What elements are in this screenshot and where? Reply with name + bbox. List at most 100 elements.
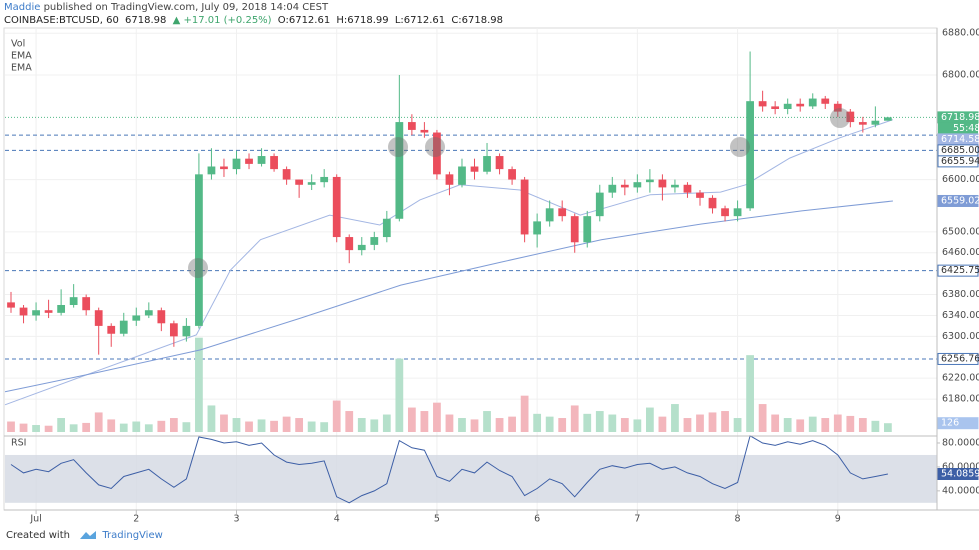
volume-bar: [382, 414, 391, 432]
candle-body: [82, 297, 91, 311]
volume-bar: [783, 418, 792, 432]
volume-bar: [683, 418, 692, 432]
price-label-box: [937, 417, 979, 430]
chart: 6880.006800.006600.006500.006460.006380.…: [3, 27, 979, 525]
ohlc: L:6712.61: [394, 15, 446, 26]
candle-body: [57, 304, 66, 313]
candle-body: [69, 297, 78, 305]
candle-body: [157, 310, 166, 324]
rsi-line: [10, 435, 888, 504]
candle-body: [771, 106, 780, 110]
volume-bar: [207, 405, 216, 432]
candle-body: [570, 216, 579, 243]
rsi-band: [5, 454, 937, 503]
volume-bar: [445, 414, 454, 432]
x-tick-label: 5: [434, 514, 440, 525]
volume-bar: [282, 416, 291, 432]
candle-body: [495, 156, 504, 170]
volume-bar: [470, 419, 479, 432]
candle-body: [420, 129, 429, 133]
candle-body: [107, 325, 116, 334]
candle-body: [282, 169, 291, 180]
y-tick-label: 6220.00: [942, 373, 979, 384]
candle-body: [433, 132, 441, 175]
author[interactable]: Maddie: [4, 2, 41, 13]
volume-bar: [884, 423, 892, 432]
volume-bar: [44, 425, 53, 432]
volume-bar: [270, 420, 278, 432]
y-tick-label: 6460.00: [942, 247, 979, 258]
marker: [388, 137, 408, 157]
candle-body: [696, 192, 704, 198]
x-tick-label: 2: [133, 514, 139, 525]
candle-body: [470, 166, 479, 172]
y-tick-label: 6600.00: [942, 174, 979, 185]
volume-bar: [157, 420, 166, 432]
candle-body: [708, 197, 717, 209]
volume-bar: [871, 420, 880, 432]
volume-bar: [220, 414, 228, 432]
last-price: 6718.98: [125, 15, 167, 26]
volume-bar: [608, 414, 617, 432]
x-tick-label: 9: [835, 514, 841, 525]
marker: [188, 258, 208, 278]
candle-body: [445, 174, 454, 185]
pane-title: RSI: [11, 438, 26, 449]
price-label: 6685.00: [941, 145, 979, 156]
price-label-box: [937, 194, 979, 207]
volume-bar: [357, 418, 366, 432]
volume-bar: [570, 405, 579, 432]
price-label: 6559.02: [941, 195, 979, 206]
candle-body: [746, 101, 754, 209]
volume-bar: [808, 416, 817, 432]
ohlc: C:6718.98: [451, 15, 504, 26]
candle-body: [207, 166, 216, 175]
price-label: 6718.98: [941, 112, 979, 123]
ohlc: O:6712.61: [277, 15, 331, 26]
volume-bar: [69, 424, 78, 432]
publish-line: Maddie published on TradingView.com, Jul…: [4, 2, 331, 13]
candle-body: [357, 244, 366, 251]
y-tick-label: 80.0000: [942, 437, 979, 448]
volume-bar: [633, 419, 642, 432]
candle-body: [407, 122, 416, 130]
candle-body: [508, 169, 516, 180]
y-tick-label: 6380.00: [942, 289, 979, 300]
y-tick-label: 6180.00: [942, 394, 979, 405]
x-tick-label: Jul: [29, 514, 41, 525]
volume-bar: [595, 411, 604, 432]
x-tick-label: 7: [634, 514, 640, 525]
volume-bar: [32, 425, 40, 432]
volume-bar: [94, 412, 103, 432]
price-label: 6714.58: [941, 134, 979, 145]
volume-bar: [708, 412, 717, 432]
volume-bar: [721, 411, 729, 432]
candle-body: [733, 208, 742, 217]
candle-body: [257, 156, 266, 164]
candle-body: [169, 323, 178, 337]
volume-bar: [833, 414, 842, 432]
brand[interactable]: TradingView: [102, 530, 163, 541]
candle-body: [32, 310, 40, 316]
volume-bar: [420, 411, 429, 432]
volume-bar: [758, 404, 767, 432]
candle-body: [195, 174, 203, 326]
candle-body: [245, 158, 253, 164]
volume-bar: [545, 416, 554, 432]
volume-bar: [508, 416, 516, 432]
candle-body: [583, 216, 592, 243]
volume-bar: [646, 407, 654, 432]
countdown-box: [938, 122, 978, 134]
candle-body: [220, 166, 228, 170]
legend-label: EMA: [11, 63, 32, 74]
volume-bar: [407, 407, 416, 432]
volume-bar: [846, 415, 855, 432]
marker: [730, 137, 750, 157]
x-tick-label: 8: [735, 514, 741, 525]
candle-body: [7, 302, 15, 308]
volume-bar: [821, 418, 830, 432]
volume-bar: [583, 413, 592, 432]
candle-body: [884, 117, 892, 121]
x-tick-label: 3: [233, 514, 239, 525]
